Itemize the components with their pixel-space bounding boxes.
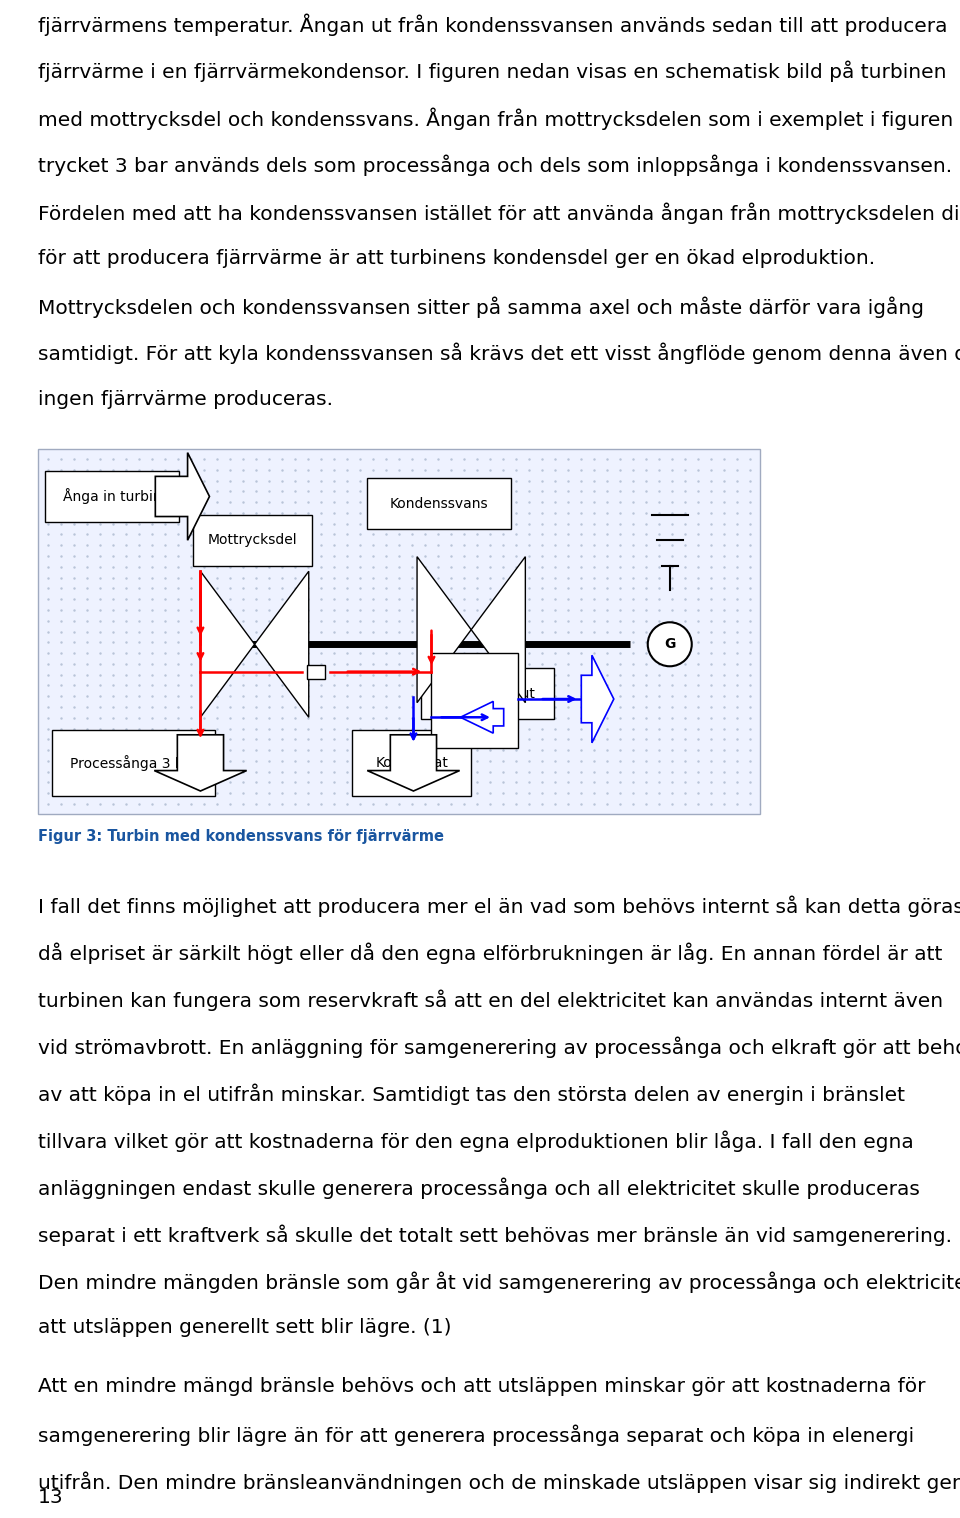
Text: tillvara vilket gör att kostnaderna för den egna elproduktionen blir låga. I fal: tillvara vilket gör att kostnaderna för …: [38, 1131, 914, 1152]
Polygon shape: [201, 571, 254, 718]
Text: samgenerering blir lägre än för att generera processånga separat och köpa in ele: samgenerering blir lägre än för att gene…: [38, 1424, 914, 1447]
Polygon shape: [417, 557, 471, 703]
Text: med mottrycksdel och kondenssvans. Ångan från mottrycksdelen som i exemplet i fi: med mottrycksdel och kondenssvans. Ångan…: [38, 108, 960, 131]
Text: Mottrycksdel: Mottrycksdel: [208, 533, 298, 548]
Text: Figur 3: Turbin med kondenssvans för fjärrvärme: Figur 3: Turbin med kondenssvans för fjä…: [38, 829, 444, 844]
Polygon shape: [254, 571, 309, 718]
Text: utifrån. Den mindre bränsleanvändningen och de minskade utsläppen visar sig indi: utifrån. Den mindre bränsleanvändningen …: [38, 1471, 960, 1492]
Text: 13: 13: [38, 1488, 63, 1507]
Text: ingen fjärrvärme produceras.: ingen fjärrvärme produceras.: [38, 390, 333, 408]
Bar: [352, 730, 471, 795]
Bar: [307, 665, 325, 679]
Text: I fall det finns möjlighet att producera mer el än vad som behövs internt så kan: I fall det finns möjlighet att producera…: [38, 896, 960, 917]
Bar: [38, 449, 760, 814]
Bar: [193, 515, 312, 566]
Text: Processånga 3 bar: Processånga 3 bar: [70, 754, 198, 771]
Text: av att köpa in el utifrån minskar. Samtidigt tas den största delen av energin i : av att köpa in el utifrån minskar. Samti…: [38, 1084, 905, 1105]
Text: samtidigt. För att kyla kondenssvansen så krävs det ett visst ångflöde genom den: samtidigt. För att kyla kondenssvansen s…: [38, 343, 960, 364]
Bar: [420, 668, 554, 720]
Text: fjärrvärme i en fjärrvärmekondensor. I figuren nedan visas en schematisk bild på: fjärrvärme i en fjärrvärmekondensor. I f…: [38, 61, 947, 82]
Polygon shape: [461, 701, 504, 733]
Text: Kondenssvans: Kondenssvans: [390, 496, 488, 510]
Text: Att en mindre mängd bränsle behövs och att utsläppen minskar gör att kostnaderna: Att en mindre mängd bränsle behövs och a…: [38, 1377, 925, 1397]
Text: Fördelen med att ha kondenssvansen istället för att använda ångan från mottrycks: Fördelen med att ha kondenssvansen istäl…: [38, 202, 960, 223]
Polygon shape: [471, 557, 525, 703]
Text: att utsläppen generellt sett blir lägre. (1): att utsläppen generellt sett blir lägre.…: [38, 1319, 451, 1337]
Polygon shape: [368, 735, 460, 791]
Text: Mottrycksdelen och kondenssvansen sitter på samma axel och måste därför vara igå: Mottrycksdelen och kondenssvansen sitter…: [38, 296, 924, 317]
Text: turbinen kan fungera som reservkraft så att en del elektricitet kan användas int: turbinen kan fungera som reservkraft så …: [38, 990, 943, 1011]
Polygon shape: [582, 656, 613, 742]
Bar: [53, 730, 215, 795]
Text: Ånga in turbin: Ånga in turbin: [62, 489, 161, 504]
Circle shape: [648, 622, 692, 666]
Bar: [45, 471, 179, 522]
Text: Kondensat: Kondensat: [375, 756, 448, 770]
Text: separat i ett kraftverk så skulle det totalt sett behövas mer bränsle än vid sam: separat i ett kraftverk så skulle det to…: [38, 1225, 952, 1246]
Polygon shape: [155, 735, 247, 791]
Polygon shape: [156, 452, 209, 540]
Text: för att producera fjärrvärme är att turbinens kondensdel ger en ökad elproduktio: för att producera fjärrvärme är att turb…: [38, 249, 876, 269]
Text: G: G: [664, 638, 676, 651]
Text: trycket 3 bar används dels som processånga och dels som inloppsånga i kondenssva: trycket 3 bar används dels som processån…: [38, 155, 952, 176]
Text: Den mindre mängden bränsle som går åt vid samgenerering av processånga och elekt: Den mindre mängden bränsle som går åt vi…: [38, 1272, 960, 1293]
Bar: [431, 653, 518, 748]
Text: då elpriset är särkilt högt eller då den egna elförbrukningen är låg. En annan f: då elpriset är särkilt högt eller då den…: [38, 943, 943, 964]
Text: fjärrvärmens temperatur. Ångan ut från kondenssvansen används sedan till att pro: fjärrvärmens temperatur. Ångan ut från k…: [38, 14, 948, 36]
Text: Fjärrvärme ut: Fjärrvärme ut: [440, 686, 535, 700]
Text: anläggningen endast skulle generera processånga och all elektricitet skulle prod: anläggningen endast skulle generera proc…: [38, 1178, 920, 1199]
Text: vid strömavbrott. En anläggning för samgenerering av processånga och elkraft gör: vid strömavbrott. En anläggning för samg…: [38, 1037, 960, 1058]
Bar: [367, 478, 511, 530]
